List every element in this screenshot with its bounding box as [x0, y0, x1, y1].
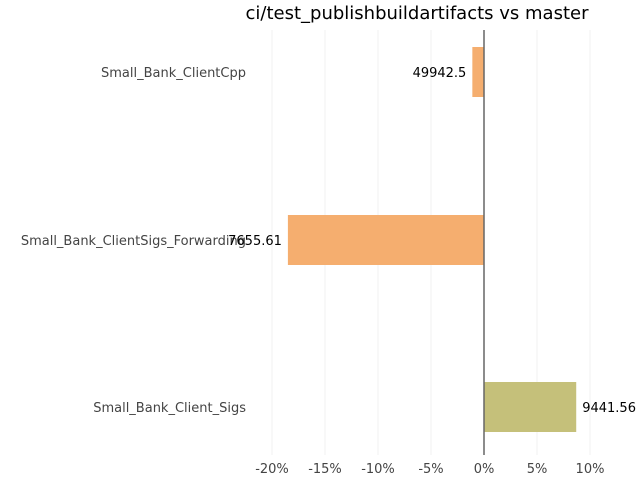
- x-tick-label-3: -5%: [418, 462, 443, 477]
- chart-title: ci/test_publishbuildartifacts vs master: [246, 3, 590, 24]
- data-label-1: 7655.61: [228, 234, 282, 249]
- bar-1: [287, 215, 484, 265]
- data-label-0: 49942.5: [413, 66, 467, 81]
- x-tick-label-5: 5%: [527, 462, 548, 477]
- x-tick-label-1: -15%: [308, 462, 342, 477]
- category-label-0: Small_Bank_ClientCpp: [101, 66, 246, 81]
- bar-2: [484, 382, 577, 432]
- label-layer: Small_Bank_ClientCpp 49942.5 Small_Bank_Cl…: [21, 66, 636, 416]
- category-label-1: Small_Bank_ClientSigs_Forwarding: [21, 234, 246, 249]
- data-label-2: 9441.56: [582, 401, 636, 416]
- x-tick-label-2: -10%: [361, 462, 395, 477]
- x-tick-label-6: 10%: [576, 462, 605, 477]
- x-tick-label-0: -20%: [255, 462, 289, 477]
- category-label-2: Small_Bank_Client_Sigs: [93, 401, 246, 416]
- bar-0: [472, 47, 484, 97]
- bar-layer: [287, 47, 577, 432]
- axis-layer: -20% -15% -10% -5% 0% 5% 10%: [255, 30, 604, 477]
- x-tick-label-4: 0%: [474, 462, 495, 477]
